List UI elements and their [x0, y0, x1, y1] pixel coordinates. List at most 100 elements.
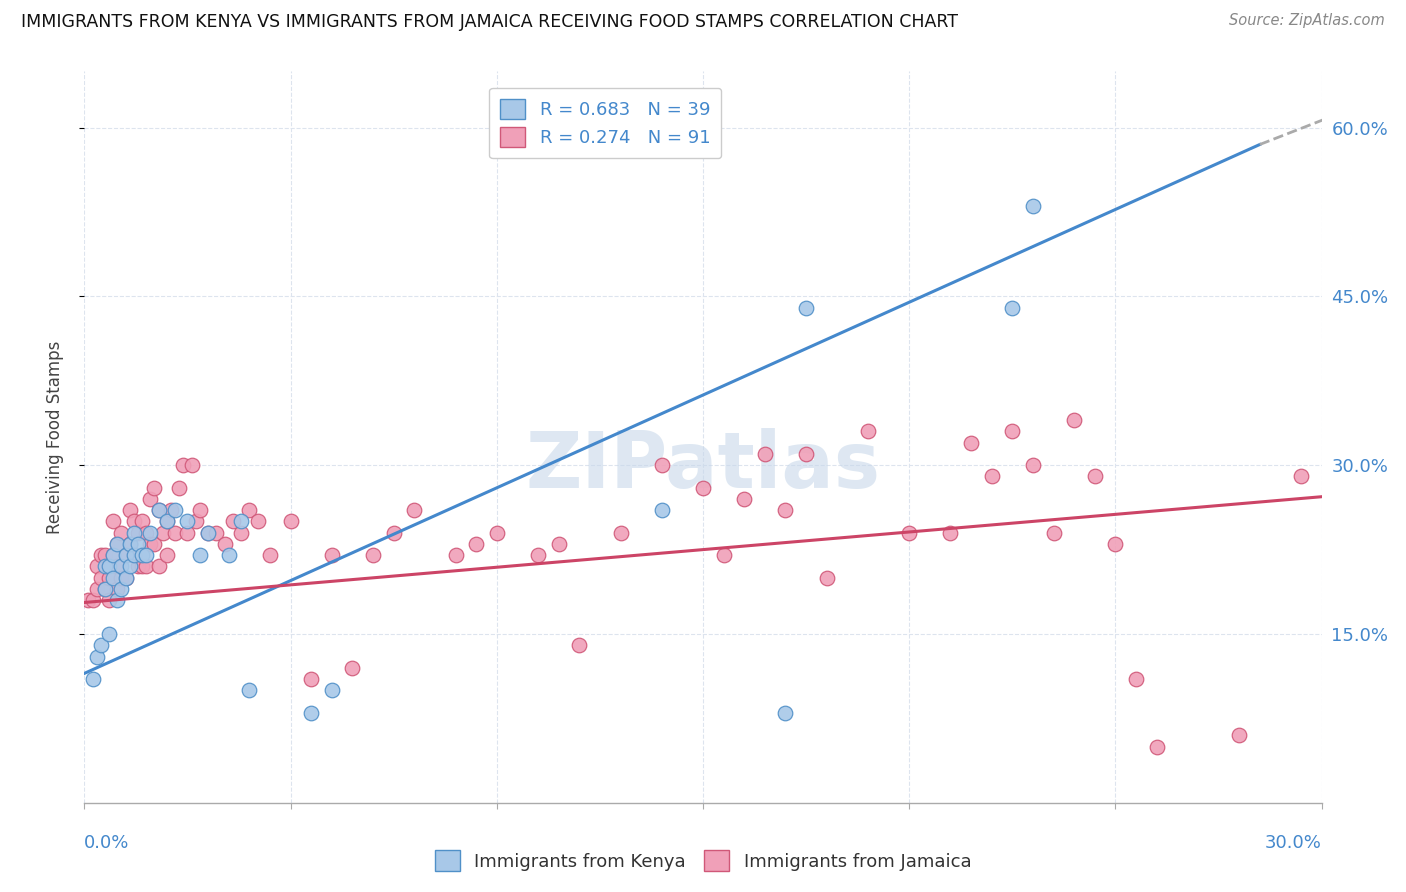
- Point: [156, 515, 179, 529]
- Text: Source: ZipAtlas.com: Source: ZipAtlas.com: [1229, 13, 1385, 29]
- Point: [82, 593, 104, 607]
- Point: [651, 458, 673, 473]
- Point: [259, 548, 281, 562]
- Point: [238, 503, 260, 517]
- Point: [148, 559, 170, 574]
- Point: [86, 582, 108, 596]
- Point: [105, 582, 128, 596]
- Point: [94, 559, 117, 574]
- Point: [188, 503, 211, 517]
- Point: [568, 638, 591, 652]
- Point: [939, 525, 962, 540]
- Point: [165, 503, 187, 517]
- Point: [118, 537, 141, 551]
- Point: [222, 515, 245, 529]
- Point: [131, 548, 153, 562]
- Point: [114, 571, 136, 585]
- Point: [754, 447, 776, 461]
- Point: [98, 571, 121, 585]
- Point: [77, 593, 100, 607]
- Point: [156, 515, 179, 529]
- Point: [98, 593, 121, 607]
- Point: [103, 548, 125, 562]
- Point: [1022, 199, 1045, 213]
- Point: [135, 559, 157, 574]
- Point: [172, 458, 194, 473]
- Point: [184, 515, 207, 529]
- Legend: R = 0.683   N = 39, R = 0.274   N = 91: R = 0.683 N = 39, R = 0.274 N = 91: [489, 87, 721, 158]
- Point: [131, 515, 153, 529]
- Point: [229, 515, 252, 529]
- Point: [1042, 525, 1064, 540]
- Text: IMMIGRANTS FROM KENYA VS IMMIGRANTS FROM JAMAICA RECEIVING FOOD STAMPS CORRELATI: IMMIGRANTS FROM KENYA VS IMMIGRANTS FROM…: [21, 13, 957, 31]
- Point: [86, 649, 108, 664]
- Point: [103, 515, 125, 529]
- Point: [188, 548, 211, 562]
- Point: [465, 537, 488, 551]
- Point: [118, 537, 141, 551]
- Point: [1125, 672, 1147, 686]
- Point: [1146, 739, 1168, 754]
- Point: [898, 525, 921, 540]
- Point: [139, 525, 162, 540]
- Point: [122, 515, 145, 529]
- Point: [321, 548, 343, 562]
- Point: [114, 548, 136, 562]
- Point: [98, 559, 121, 574]
- Point: [238, 683, 260, 698]
- Point: [1001, 425, 1024, 439]
- Point: [382, 525, 405, 540]
- Point: [114, 548, 136, 562]
- Point: [361, 548, 384, 562]
- Point: [148, 503, 170, 517]
- Point: [794, 447, 817, 461]
- Point: [110, 559, 132, 574]
- Point: [82, 672, 104, 686]
- Point: [299, 672, 322, 686]
- Point: [105, 559, 128, 574]
- Point: [180, 458, 202, 473]
- Point: [118, 503, 141, 517]
- Point: [110, 525, 132, 540]
- Point: [94, 582, 117, 596]
- Legend: Immigrants from Kenya, Immigrants from Jamaica: Immigrants from Kenya, Immigrants from J…: [427, 843, 979, 879]
- Point: [444, 548, 467, 562]
- Text: ZIPatlas: ZIPatlas: [526, 428, 880, 504]
- Point: [205, 525, 228, 540]
- Point: [148, 503, 170, 517]
- Point: [609, 525, 631, 540]
- Point: [733, 491, 755, 506]
- Point: [139, 491, 162, 506]
- Point: [127, 559, 149, 574]
- Point: [775, 706, 797, 720]
- Point: [692, 481, 714, 495]
- Point: [143, 537, 166, 551]
- Point: [156, 548, 179, 562]
- Point: [1104, 537, 1126, 551]
- Point: [122, 525, 145, 540]
- Point: [1227, 728, 1250, 742]
- Point: [114, 571, 136, 585]
- Y-axis label: Receiving Food Stamps: Receiving Food Stamps: [45, 341, 63, 533]
- Point: [135, 548, 157, 562]
- Point: [165, 525, 187, 540]
- Point: [152, 525, 174, 540]
- Point: [218, 548, 240, 562]
- Point: [122, 548, 145, 562]
- Point: [105, 537, 128, 551]
- Point: [105, 537, 128, 551]
- Point: [127, 537, 149, 551]
- Point: [404, 503, 426, 517]
- Point: [94, 582, 117, 596]
- Point: [794, 301, 817, 315]
- Point: [86, 559, 108, 574]
- Point: [110, 582, 132, 596]
- Point: [280, 515, 302, 529]
- Point: [960, 435, 983, 450]
- Point: [342, 661, 364, 675]
- Point: [118, 559, 141, 574]
- Point: [160, 503, 183, 517]
- Point: [105, 593, 128, 607]
- Point: [321, 683, 343, 698]
- Point: [485, 525, 508, 540]
